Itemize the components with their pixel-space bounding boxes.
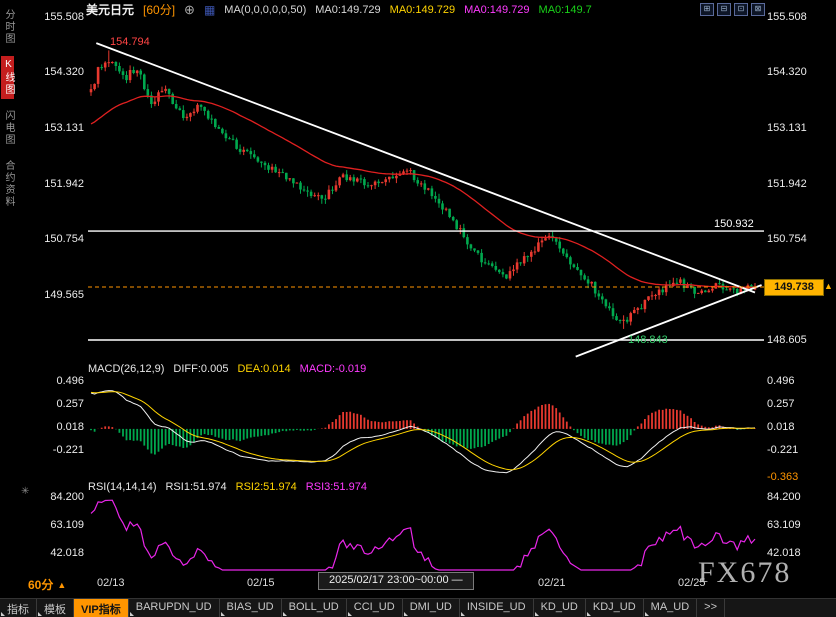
price-axis-left-1: 155.508 <box>44 11 84 23</box>
toolbar-item-more[interactable]: >> <box>697 599 726 617</box>
indicator-chip-icon[interactable]: ▦ <box>203 2 216 17</box>
ma-value-3: MA0:149.729 <box>464 3 530 16</box>
time-label-1: 02/13 <box>97 577 125 589</box>
rsi-axis-left-3: 42.018 <box>50 547 84 559</box>
toolbar-item-indicators[interactable]: 指标 <box>0 599 37 617</box>
sidebar-item-contract-info[interactable]: 合约资料 <box>3 160 14 208</box>
layout-close-icon[interactable]: ⊠ <box>751 3 765 16</box>
sidebar-item-candlestick-chart[interactable]: K线图 <box>1 56 14 99</box>
window-layout-controls: ⊞ ⊟ ⊡ ⊠ <box>700 3 765 16</box>
sidebar-item-timeline-chart[interactable]: 分时图 <box>3 9 14 45</box>
chart-mode-sidebar: 分时图 K线图 闪电图 合约资料 <box>0 0 15 599</box>
time-label-3: 02/21 <box>538 577 566 589</box>
price-axis-right-2: 154.320 <box>767 66 807 78</box>
price-axis-right-6: 148.605 <box>767 334 807 346</box>
candlestick-chart[interactable] <box>88 14 764 366</box>
rsi-axis-right-2: 63.109 <box>767 519 801 531</box>
toolbar-item-cci[interactable]: CCI_UD <box>347 599 403 617</box>
rsi-axis-right-3: 42.018 <box>767 547 801 559</box>
macd-axis-left-2: 0.257 <box>56 398 84 410</box>
rsi-chart[interactable] <box>88 488 764 572</box>
price-axis-right-3: 153.131 <box>767 122 807 134</box>
ma-value-2: MA0:149.729 <box>389 3 456 16</box>
macd-axis-right-2: 0.257 <box>767 398 795 410</box>
crosshair-time-tooltip: 2025/02/17 23:00~00:00 — <box>318 572 474 590</box>
current-price-tag: 149.738 <box>764 279 824 296</box>
macd-axis-right-3: 0.018 <box>767 421 795 433</box>
period-selector-label: 60分 <box>28 578 54 592</box>
rsi-axis-left-2: 63.109 <box>50 519 84 531</box>
symbol-title: 美元日元 <box>86 3 135 17</box>
price-axis-left-4: 151.942 <box>44 178 84 190</box>
watermark: FX678 <box>698 556 792 589</box>
ma-value-1: MA0:149.729 <box>315 3 381 16</box>
period-up-arrow-icon: ▲ <box>57 579 67 590</box>
price-axis-left-6: 149.565 <box>44 289 84 301</box>
toolbar-item-barupdn[interactable]: BARUPDN_UD <box>129 599 220 617</box>
macd-axis-right-min: -0.363 <box>767 471 799 483</box>
price-axis-right-5: 150.754 <box>767 233 807 245</box>
sidebar-item-lightning-chart[interactable]: 闪电图 <box>3 110 14 146</box>
price-axis-right-1: 155.508 <box>767 11 807 23</box>
period-selector[interactable]: 60分 ▲ <box>28 576 66 593</box>
macd-axis-right-1: 0.496 <box>767 375 795 387</box>
macd-axis-right-4: -0.221 <box>767 444 799 456</box>
time-label-2: 02/15 <box>247 577 275 589</box>
rsi-axis-left-1: 84.200 <box>50 491 84 503</box>
toolbar-item-templates[interactable]: 模板 <box>37 599 74 617</box>
rsi-axis-right-1: 84.200 <box>767 491 801 503</box>
toolbar-item-kdj[interactable]: KDJ_UD <box>586 599 644 617</box>
layout-grid-icon[interactable]: ⊞ <box>700 3 714 16</box>
macd-axis-left-4: -0.221 <box>52 444 84 456</box>
toolbar-item-ma[interactable]: MA_UD <box>644 599 698 617</box>
price-axis-right-4: 151.942 <box>767 178 807 190</box>
macd-axis-left-1: 0.496 <box>56 375 84 387</box>
price-axis-left-5: 150.754 <box>44 233 84 245</box>
toolbar-item-boll[interactable]: BOLL_UD <box>282 599 347 617</box>
layout-rows-icon[interactable]: ⊟ <box>717 3 731 16</box>
toolbar-item-kd[interactable]: KD_UD <box>534 599 586 617</box>
period-label[interactable]: [60分] <box>143 3 176 17</box>
macd-axis-left-3: 0.018 <box>56 421 84 433</box>
time-label-4: 02/25 <box>678 577 706 589</box>
indicator-settings-icon[interactable]: ✳ <box>21 486 30 497</box>
toolbar-item-vip-indicators[interactable]: VIP指标 <box>74 599 129 617</box>
toolbar-item-bias[interactable]: BIAS_UD <box>220 599 282 617</box>
price-up-arrow-icon: ▲ <box>824 281 833 291</box>
add-indicator-icon[interactable]: ⊕ <box>184 1 195 17</box>
ma-settings-label: MA(0,0,0,0,0,50) <box>224 3 307 16</box>
toolbar-item-inside[interactable]: INSIDE_UD <box>460 599 534 617</box>
macd-chart[interactable] <box>88 370 764 482</box>
indicator-toolbar: 指标 模板 VIP指标 BARUPDN_UD BIAS_UD BOLL_UD C… <box>0 598 836 617</box>
price-axis-left-3: 153.131 <box>44 122 84 134</box>
price-axis-left-2: 154.320 <box>44 66 84 78</box>
toolbar-item-dmi[interactable]: DMI_UD <box>403 599 460 617</box>
chart-header: 美元日元 [60分] ⊕ ▦ MA(0,0,0,0,0,50) MA0:149.… <box>86 1 592 18</box>
layout-single-icon[interactable]: ⊡ <box>734 3 748 16</box>
ma-value-4: MA0:149.7 <box>538 3 592 16</box>
